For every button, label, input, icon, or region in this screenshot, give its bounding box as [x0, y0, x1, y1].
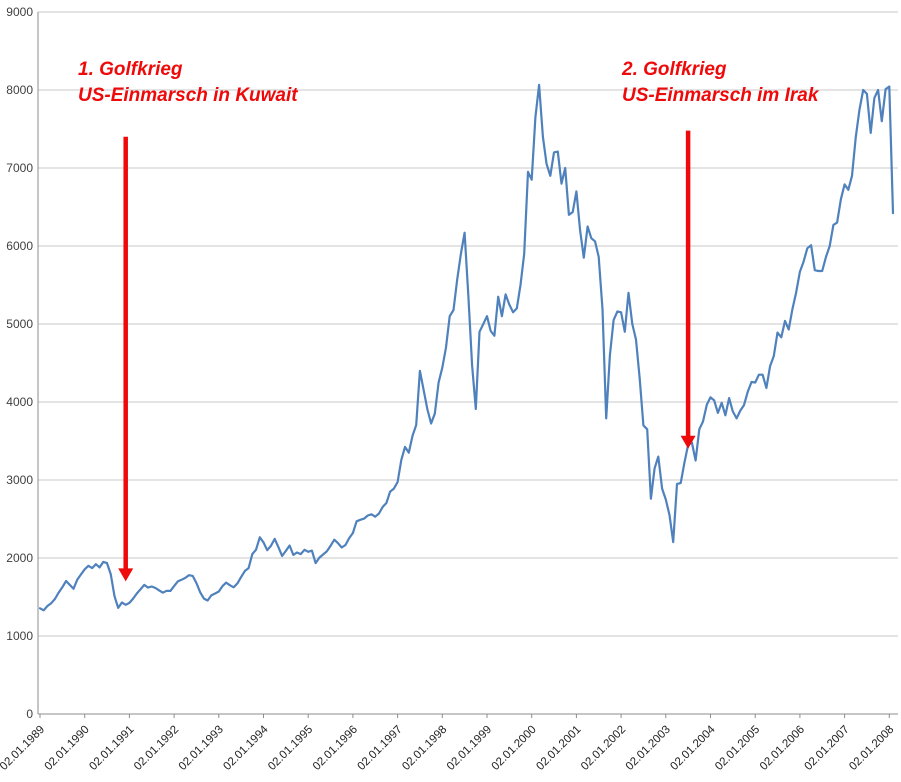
y-axis-tick-label: 3000: [6, 473, 33, 487]
x-axis-tick-label: 02.01.2006: [758, 724, 807, 773]
x-axis-tick-label: 02.01.2004: [668, 723, 718, 773]
y-axis-tick-label: 6000: [6, 239, 33, 253]
y-axis-tick-label: 7000: [6, 161, 33, 175]
y-axis-tick-label: 1000: [6, 629, 33, 643]
x-axis-tick-label: 02.01.2005: [713, 724, 762, 773]
x-axis-tick-label: 02.01.1998: [400, 724, 449, 773]
x-axis-tick-label: 02.01.1995: [266, 724, 315, 773]
x-axis-tick-label: 02.01.1999: [445, 724, 494, 773]
y-axis-tick-label: 8000: [6, 83, 33, 97]
y-axis-tick-label: 2000: [6, 551, 33, 565]
annotation-gulf-war-1-title: 1. Golfkrieg: [78, 59, 183, 80]
x-axis-tick-label: 02.01.1993: [177, 724, 226, 773]
x-axis-tick-label: 02.01.2007: [803, 724, 852, 773]
annotation-gulf-war-2: 2. Golfkrieg US-Einmarsch im Irak: [622, 57, 818, 109]
x-axis-tick-label: 02.01.1990: [43, 724, 92, 773]
annotation-arrow-head-2: [680, 435, 696, 449]
x-axis-tick-label: 02.01.2002: [579, 724, 628, 773]
x-axis-tick-label: 02.01.1997: [356, 724, 405, 773]
annotation-gulf-war-2-title: 2. Golfkrieg: [622, 59, 727, 80]
annotation-gulf-war-1: 1. Golfkrieg US-Einmarsch in Kuwait: [78, 57, 298, 109]
x-axis-tick-label: 02.01.2001: [534, 724, 583, 773]
x-axis-tick-label: 02.01.1992: [132, 724, 181, 773]
x-axis-tick-label: 02.01.2000: [490, 724, 539, 773]
y-axis-tick-label: 4000: [6, 395, 33, 409]
y-axis-tick-label: 5000: [6, 317, 33, 331]
x-axis-tick-label: 02.01.1994: [221, 723, 271, 773]
x-axis-tick-label: 02.01.1989: [0, 724, 47, 773]
x-axis-tick-label: 02.01.2003: [624, 724, 673, 773]
x-axis-tick-label: 02.01.1991: [87, 724, 136, 773]
y-axis-tick-label: 9000: [6, 5, 33, 19]
annotation-gulf-war-1-subtitle: US-Einmarsch in Kuwait: [78, 85, 298, 106]
annotation-arrow-head-1: [118, 568, 134, 582]
annotation-gulf-war-2-subtitle: US-Einmarsch im Irak: [622, 85, 819, 106]
data-series-line: [38, 83, 895, 612]
y-axis-tick-label: 0: [26, 707, 33, 721]
x-axis-tick-label: 02.01.1996: [311, 724, 360, 773]
x-axis-tick-label: 02.01.2008: [847, 724, 896, 773]
